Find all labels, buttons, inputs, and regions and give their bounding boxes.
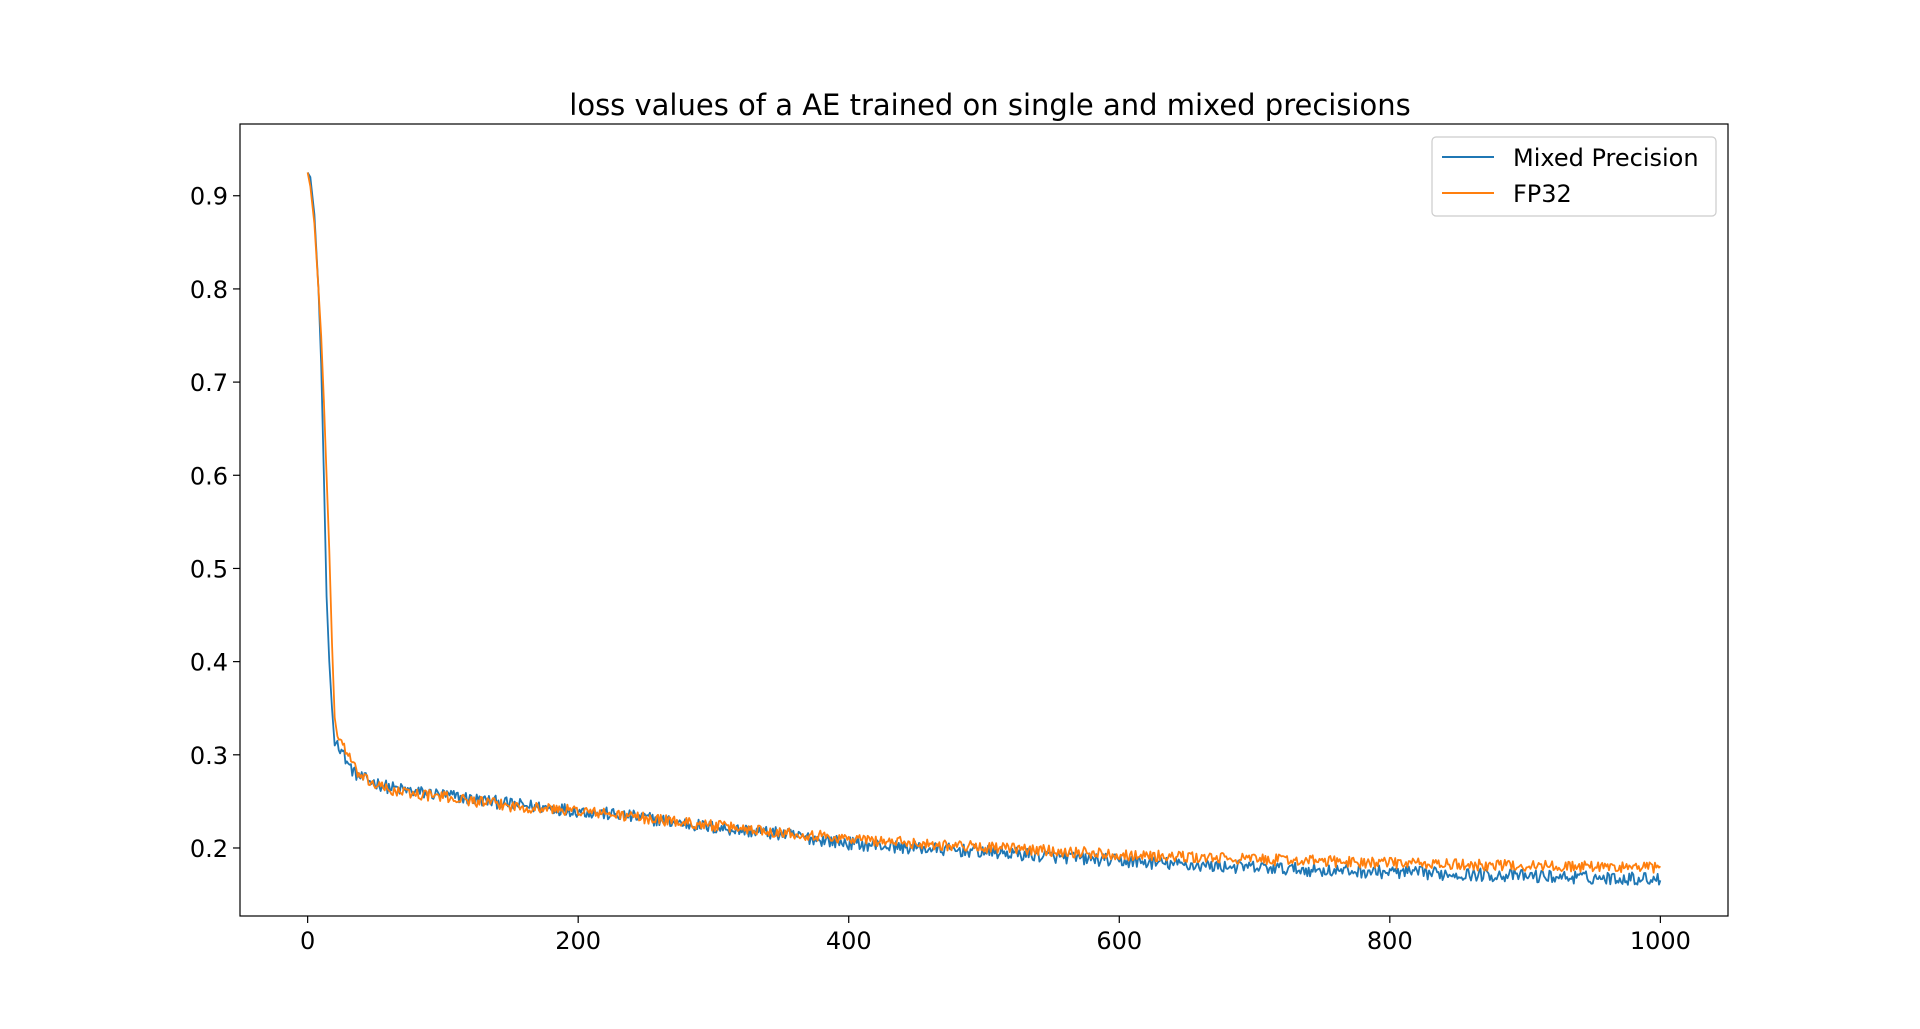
x-axis: 0 200 400 600 800 1000 bbox=[300, 916, 1691, 955]
x-tick-label: 800 bbox=[1367, 927, 1413, 955]
y-tick-label: 0.2 bbox=[190, 835, 228, 863]
y-tick-label: 0.7 bbox=[190, 369, 228, 397]
x-tick-label: 600 bbox=[1096, 927, 1142, 955]
legend: Mixed Precision FP32 bbox=[1431, 136, 1717, 217]
y-tick-label: 0.9 bbox=[190, 183, 228, 211]
x-tick-label: 200 bbox=[555, 927, 601, 955]
y-tick-label: 0.4 bbox=[190, 649, 228, 677]
chart-title: loss values of a AE trained on single an… bbox=[569, 88, 1410, 122]
y-tick-label: 0.3 bbox=[190, 742, 228, 770]
legend-label-fp32: FP32 bbox=[1513, 180, 1572, 208]
y-tick-label: 0.6 bbox=[190, 462, 228, 490]
legend-box bbox=[1431, 136, 1717, 217]
x-tick-label: 400 bbox=[826, 927, 872, 955]
series-line-fp32 bbox=[306, 172, 1662, 874]
x-tick-label: 0 bbox=[300, 927, 315, 955]
y-tick-label: 0.5 bbox=[190, 555, 228, 583]
y-tick-label: 0.8 bbox=[190, 276, 228, 304]
plot-area-frame bbox=[239, 123, 1729, 917]
series-layer bbox=[306, 171, 1662, 886]
y-axis: 0.2 0.3 0.4 0.5 0.6 0.7 0.8 0.9 bbox=[190, 183, 240, 863]
x-tick-label: 1000 bbox=[1630, 927, 1691, 955]
legend-label-mixed-precision: Mixed Precision bbox=[1513, 144, 1699, 172]
